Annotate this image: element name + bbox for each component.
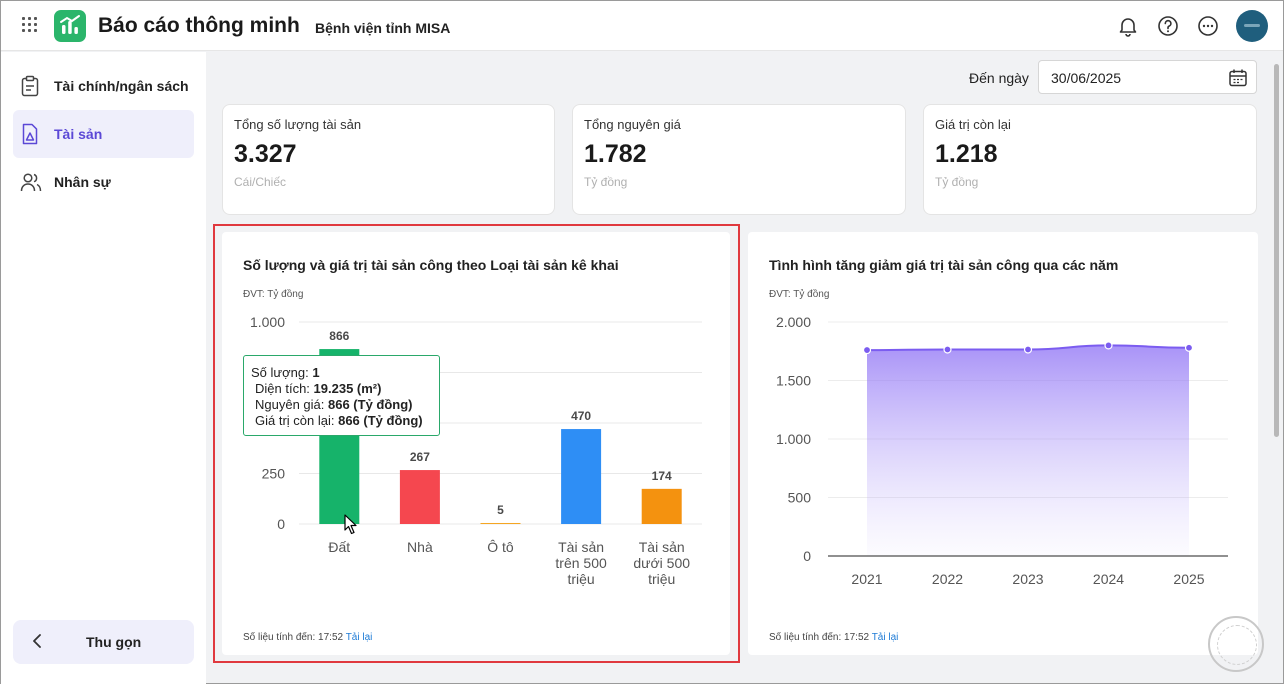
grid-icon[interactable] [22,17,38,33]
help-icon[interactable] [1157,15,1179,37]
x-tick-label: Đất [328,539,350,555]
users-icon [20,173,42,192]
data-point [1184,343,1194,352]
sidebar-item-label: Nhân sự [54,174,111,190]
data-point [862,345,872,355]
sidebar-item-finance[interactable]: Tài chính/ngân sách [13,62,194,110]
chart-card-value-trend: Tình hình tăng giảm giá trị tài sản công… [748,232,1258,655]
data-point [943,345,952,354]
x-tick-label: 2024 [1093,571,1124,587]
sidebar: Tài chính/ngân sách Tài sản Nhân sự Thu … [1,52,206,684]
data-point [1023,345,1033,354]
kpi-unit: Cái/Chiếc [234,175,287,189]
reload-link[interactable]: Tải lại [871,632,899,643]
y-tick-label: 0 [277,516,285,532]
area-fill [867,345,1189,556]
bar [641,488,682,524]
date-value: 30/06/2025 [1051,70,1122,86]
bar [480,522,521,524]
top-header: Báo cáo thông minh Bệnh viện tỉnh MISA [1,1,1283,51]
sidebar-item-hr[interactable]: Nhân sự [13,158,194,206]
chart-footer: Số liệu tính đến: 17:52 Tải lại [769,632,898,643]
organization-name[interactable]: Bệnh viện tỉnh MISA [315,20,451,36]
kpi-unit: Tỷ đồng [584,175,628,189]
x-tick-label: 2025 [1173,571,1204,587]
x-tick-label: Nhà [407,539,433,555]
bar [399,470,440,524]
collapse-label: Thu gọn [86,634,142,650]
sidebar-item-label: Tài chính/ngân sách [54,78,189,94]
y-tick-label: 500 [788,490,812,506]
date-filter-label: Đến ngày [969,70,1029,86]
x-tick-label: trên 500 [555,555,607,571]
kpi-value: 3.327 [234,140,297,168]
kpi-title: Tổng số lượng tài sản [234,117,362,132]
chart-title: Tình hình tăng giảm giá trị tài sản công… [769,257,1119,273]
y-tick-label: 250 [262,466,286,482]
x-tick-label: Tài sản [558,539,604,555]
x-tick-label: 2023 [1012,571,1043,587]
x-tick-label: triệu [567,571,594,587]
x-tick-label: dưới 500 [633,555,690,571]
clipboard-icon [21,75,39,97]
kpi-value: 1.782 [584,140,647,168]
kpi-unit: Tỷ đồng [935,175,979,189]
watermark-stamp [1208,616,1264,672]
area-chart: 0 500 1.000 1.500 2.000 2021 2022 2023 2024 2025 [776,314,1228,587]
sidebar-item-label: Tài sản [54,126,103,142]
chevron-left-icon [33,634,41,648]
y-tick-label: 1.000 [776,431,811,447]
kpi-card-remaining-value[interactable]: Giá trị còn lại 1.218 Tỷ đồng [923,104,1257,215]
tooltip-row: Số lượng: 1 [251,365,320,380]
data-label: 470 [571,409,591,423]
collapse-sidebar-button[interactable]: Thu gọn [13,620,194,664]
data-label: 174 [652,469,672,483]
tooltip-row: Nguyên giá: 866 (Tỷ đồng) [255,397,413,412]
data-label: 5 [497,503,504,517]
x-tick-label: Ô tô [487,539,514,555]
x-tick-label: 2022 [932,571,963,587]
x-tick-label: triệu [648,571,675,587]
bell-icon[interactable] [1117,15,1139,37]
data-point [1104,341,1113,350]
calendar-icon[interactable] [1228,68,1248,88]
chart-title: Số lượng và giá trị tài sản công theo Lo… [243,257,619,273]
footer-timestamp: Số liệu tính đến: 17:52 [769,632,870,643]
mouse-cursor-icon [344,514,357,535]
reload-link[interactable]: Tải lại [345,632,373,643]
kpi-card-total-assets[interactable]: Tổng số lượng tài sản 3.327 Cái/Chiếc [222,104,555,215]
app-title: Báo cáo thông minh [98,14,300,37]
y-tick-label: 2.000 [776,314,811,330]
chart-unit: ĐVT: Tỷ đồng [243,289,304,300]
chart-unit: ĐVT: Tỷ đồng [769,289,830,300]
chart-card-asset-types: Số lượng và giá trị tài sản công theo Lo… [222,232,730,655]
x-tick-label: 2021 [851,571,882,587]
asset-doc-icon [22,123,38,145]
kpi-card-original-cost[interactable]: Tổng nguyên giá 1.782 Tỷ đồng [572,104,906,215]
tooltip-row: Diện tích: 19.235 (m²) [255,381,382,396]
bar [561,429,602,524]
chart-tooltip: Số lượng: 1 Diện tích: 19.235 (m²) Nguyê… [243,355,440,436]
kpi-title: Giá trị còn lại [935,117,1011,132]
date-filter-input[interactable]: 30/06/2025 [1038,60,1257,94]
data-label: 267 [410,450,430,464]
user-avatar[interactable] [1236,10,1268,42]
x-tick-label: Tài sản [639,539,685,555]
y-tick-label: 0 [803,548,811,564]
sidebar-item-assets[interactable]: Tài sản [13,110,194,158]
kpi-value: 1.218 [935,140,998,168]
data-label: 866 [329,329,349,343]
y-tick-label: 1.500 [776,373,811,389]
chart-footer: Số liệu tính đến: 17:52 Tải lại [243,632,372,643]
app-logo [54,10,86,42]
more-icon[interactable] [1197,15,1219,37]
tooltip-row: Giá trị còn lại: 866 (Tỷ đồng) [255,413,423,428]
y-tick-label: 1.000 [250,314,285,330]
footer-timestamp: Số liệu tính đến: 17:52 [243,632,344,643]
scrollbar-thumb[interactable] [1274,64,1279,437]
kpi-title: Tổng nguyên giá [584,117,681,132]
page-scrollbar[interactable] [1271,52,1283,684]
